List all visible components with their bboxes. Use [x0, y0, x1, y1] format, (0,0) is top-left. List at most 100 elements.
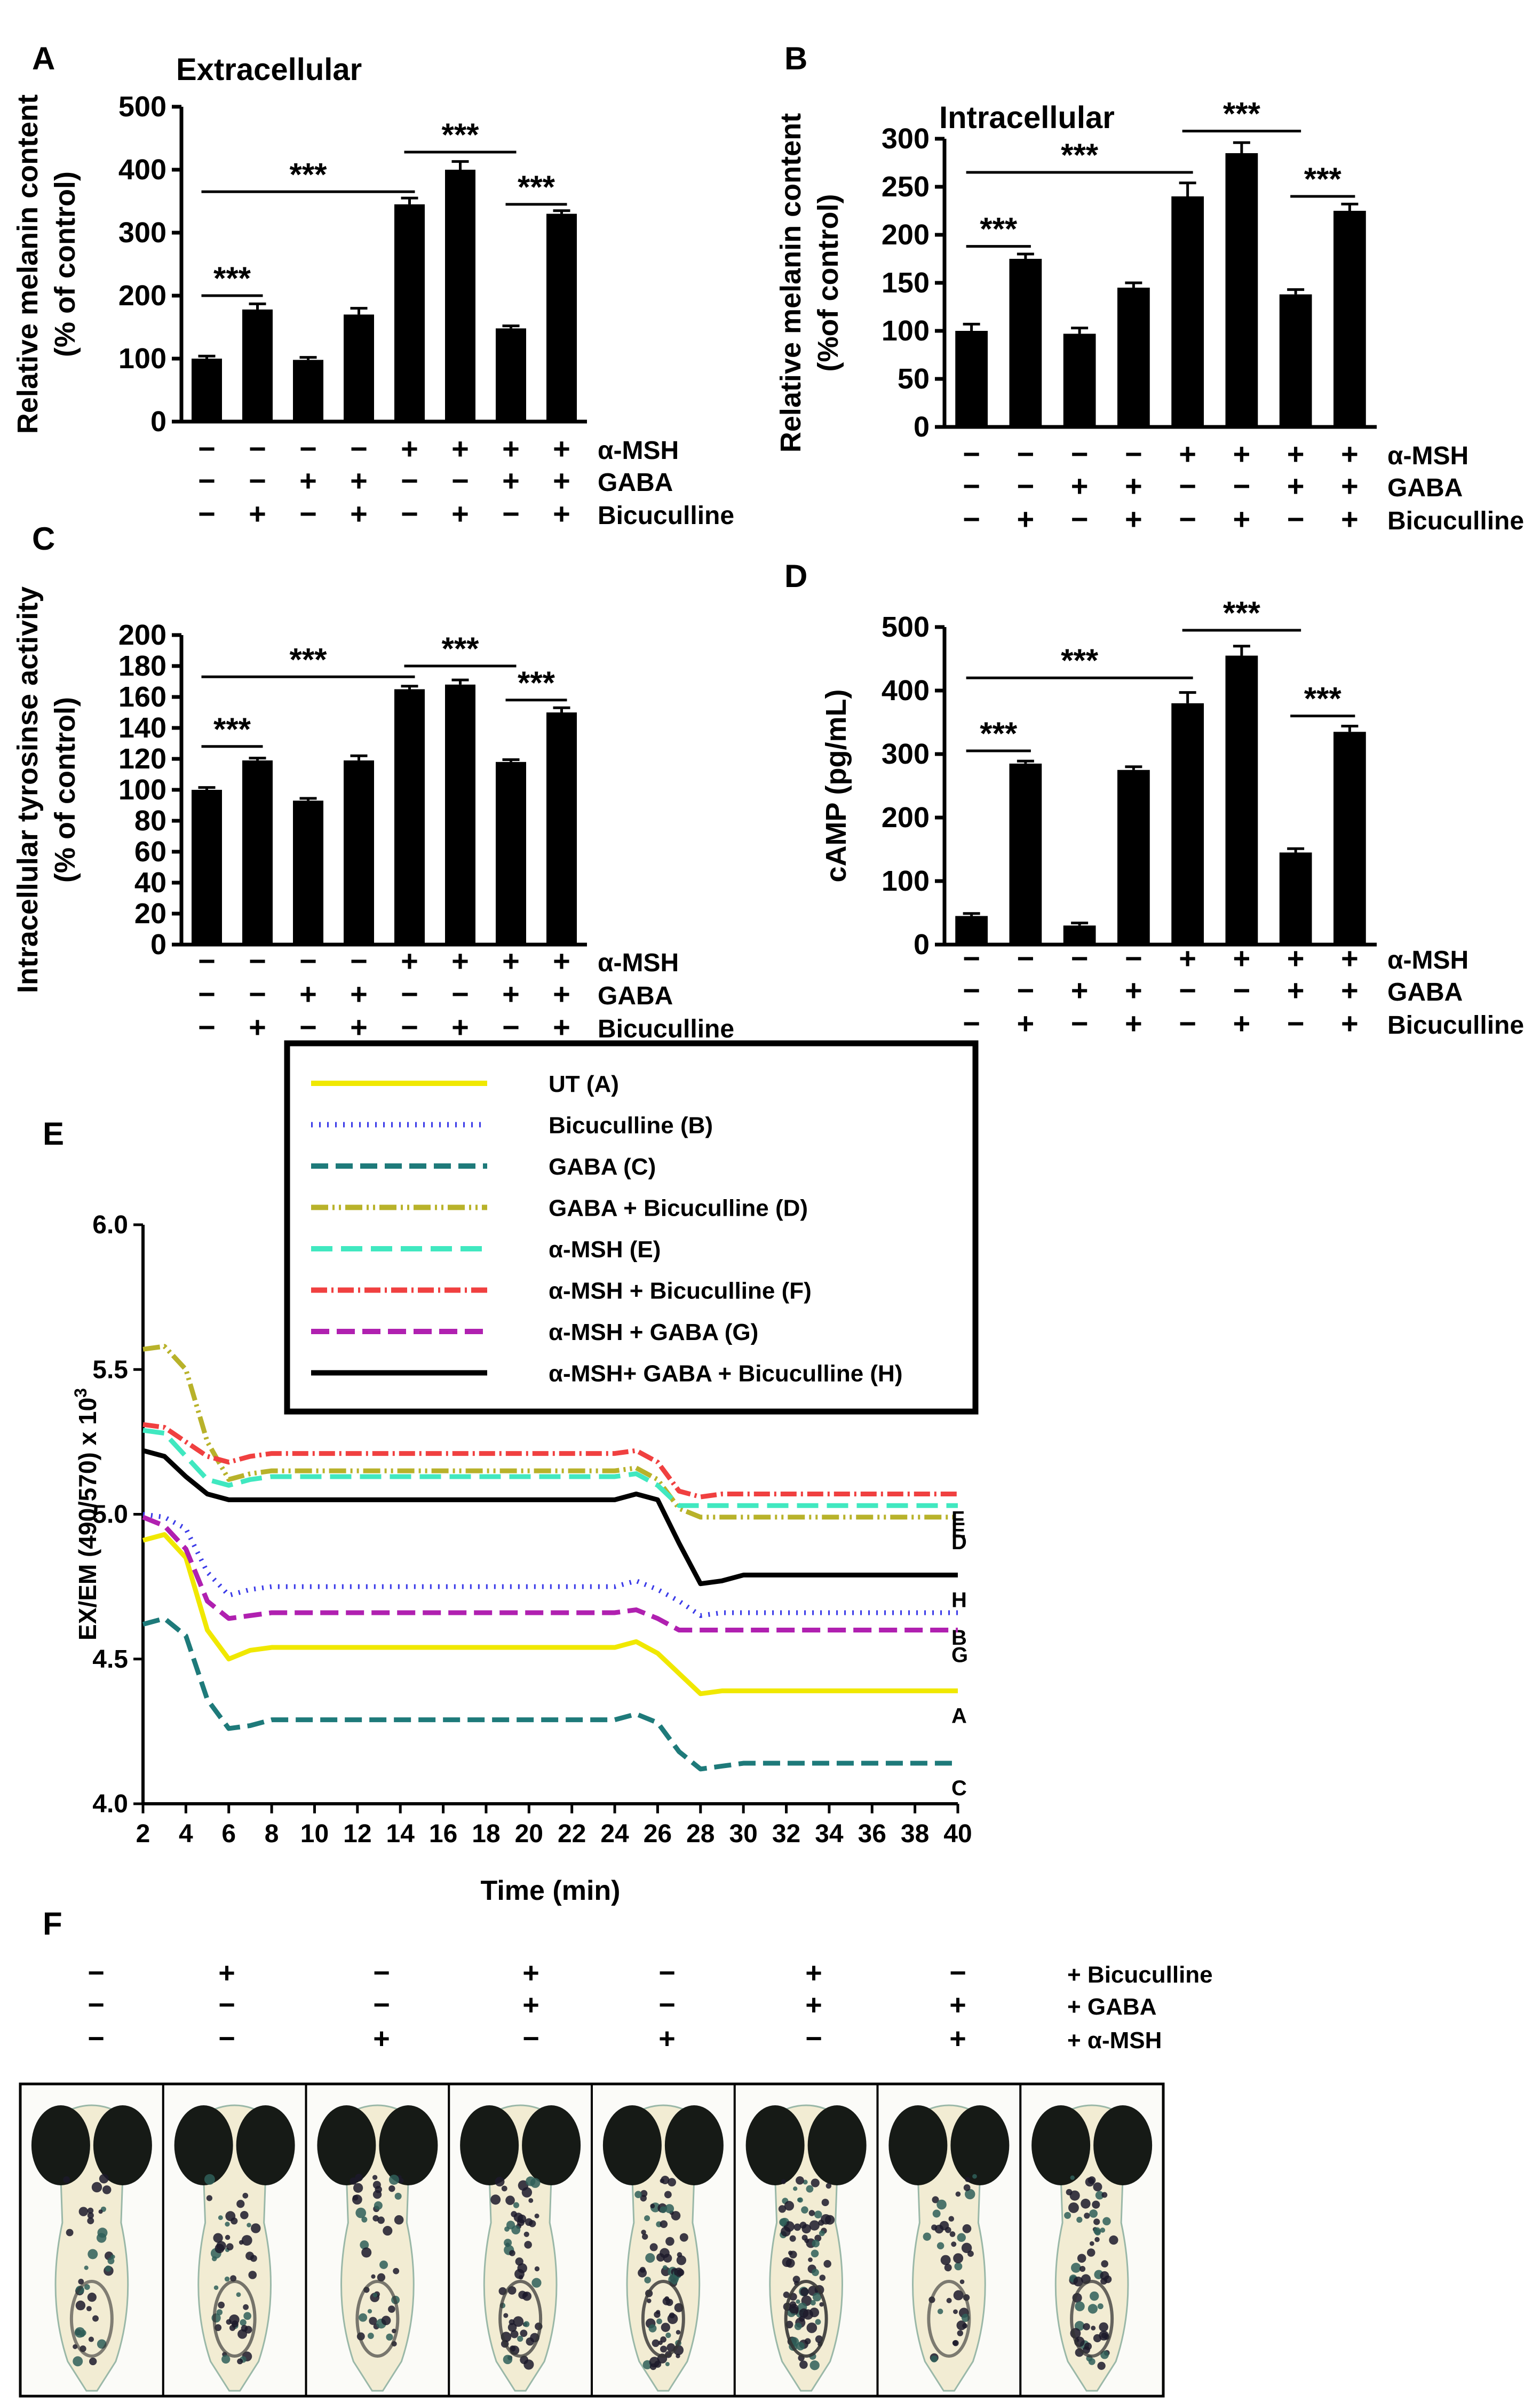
sign-mark: −: [805, 2023, 822, 2055]
pigment-spot: [644, 2215, 650, 2222]
sign-mark: −: [401, 464, 418, 497]
bar: [1171, 703, 1204, 945]
sign-mark: +: [299, 977, 317, 1011]
fish-eye: [745, 2105, 805, 2185]
y-tick-label: 200: [882, 219, 930, 251]
pigment-spot: [1070, 2175, 1075, 2180]
zebrafish-image: [162, 2084, 295, 2396]
sign-mark: −: [1179, 1006, 1196, 1040]
pigment-spot: [1079, 2265, 1086, 2272]
pigment-spot: [955, 2191, 961, 2197]
pigment-spot: [503, 2313, 509, 2318]
sign-mark: +: [1341, 941, 1359, 975]
y-tick-label: 5.0: [92, 1501, 128, 1529]
sign-mark: −: [502, 1010, 520, 1044]
pigment-spot: [350, 2177, 357, 2185]
sign-mark: +: [949, 1989, 966, 2021]
pigment-spot: [523, 2292, 528, 2297]
pigment-spot: [1076, 2216, 1083, 2223]
pigment-spot: [944, 2226, 951, 2233]
y-tick-label: 300: [882, 123, 930, 155]
pigment-spot: [1089, 2209, 1098, 2218]
sign-mark: −: [198, 497, 216, 530]
pigment-spot: [506, 2221, 515, 2230]
bar: [546, 213, 577, 422]
pigment-spot: [528, 2198, 534, 2203]
pigment-spot: [1090, 2291, 1099, 2301]
sign-mark: −: [373, 1989, 390, 2021]
x-tick-label: 16: [429, 1820, 457, 1848]
pigment-spot: [105, 2265, 112, 2272]
sign-mark: −: [502, 497, 520, 530]
sign-mark: +: [451, 1010, 469, 1044]
pigment-spot: [660, 2220, 668, 2229]
sign-mark: +: [1017, 1006, 1035, 1040]
pigment-spot: [806, 2322, 817, 2333]
pigment-spot: [88, 2249, 98, 2260]
pigment-spot: [957, 2330, 963, 2336]
pigment-spot: [495, 2177, 505, 2187]
pigment-spot: [63, 2176, 70, 2183]
row-label: + α-MSH: [1067, 2027, 1162, 2054]
series-end-label: C: [951, 1777, 967, 1800]
pigment-spot: [825, 2215, 835, 2225]
y-tick-label: 200: [882, 802, 930, 834]
y-tick-label: 0: [914, 929, 930, 961]
y-axis-label-text: EX/EM (490/570) x 10: [74, 1398, 101, 1640]
pigment-spot: [86, 2306, 92, 2312]
sign-mark: −: [1071, 941, 1089, 975]
x-tick-label: 40: [943, 1820, 972, 1848]
bar: [445, 684, 475, 945]
pigment-spot: [1094, 2229, 1101, 2235]
y-tick-label: 100: [882, 315, 930, 347]
sign-mark: −: [658, 1957, 676, 1989]
series-end-label: F: [951, 1508, 964, 1531]
sign-mark: +: [451, 944, 469, 978]
pigment-spot: [931, 2224, 938, 2231]
x-tick-label: 20: [515, 1820, 543, 1848]
pigment-spot: [369, 2317, 377, 2325]
sign-mark: +: [553, 432, 570, 465]
y-tick-label: 160: [118, 681, 166, 713]
yolk-outline: [355, 2280, 400, 2358]
pigment-spot: [206, 2195, 212, 2201]
x-tick-label: 8: [265, 1820, 279, 1848]
pigment-spot: [789, 2304, 799, 2314]
pigment-spot: [221, 2355, 231, 2364]
sign-mark: −: [218, 2023, 235, 2055]
sign-mark: +: [451, 497, 469, 530]
sign-mark: −: [1125, 941, 1142, 975]
pigment-spot: [1089, 2241, 1094, 2246]
pigment-spot: [394, 2192, 402, 2200]
pigment-spot: [1087, 2304, 1098, 2314]
pigment-spot: [641, 2233, 648, 2240]
sign-mark: −: [198, 1010, 216, 1044]
pigment-spot: [523, 2231, 529, 2237]
pigment-spot: [794, 2322, 802, 2330]
zebrafish-image: [591, 2084, 724, 2396]
pigment-spot: [825, 2183, 832, 2189]
row-label: GABA: [1387, 978, 1463, 1006]
pigment-spot: [204, 2174, 215, 2185]
pigment-spot: [1081, 2199, 1091, 2209]
pigment-spot: [213, 2285, 219, 2290]
sign-mark: +: [1125, 469, 1142, 503]
sign-mark: −: [963, 973, 980, 1007]
x-tick-label: 26: [644, 1820, 672, 1848]
pigment-spot: [819, 2302, 824, 2307]
x-tick-label: 24: [600, 1820, 629, 1848]
pigment-spot: [641, 2230, 646, 2235]
row-label: + Bicuculline: [1067, 1962, 1213, 1988]
pigment-spot: [1071, 2263, 1081, 2273]
pigment-spot: [793, 2186, 798, 2191]
sign-mark: +: [522, 1989, 539, 2021]
pigment-spot: [665, 2237, 674, 2246]
significance-label: ***: [289, 156, 327, 192]
sign-mark: +: [373, 2023, 390, 2055]
sign-mark: +: [553, 977, 570, 1011]
legend-label: GABA (C): [549, 1154, 656, 1180]
pigment-spot: [676, 2255, 687, 2265]
legend-label: α-MSH+ GABA + Bicuculline (H): [549, 1361, 902, 1387]
pigment-spot: [665, 2361, 670, 2367]
